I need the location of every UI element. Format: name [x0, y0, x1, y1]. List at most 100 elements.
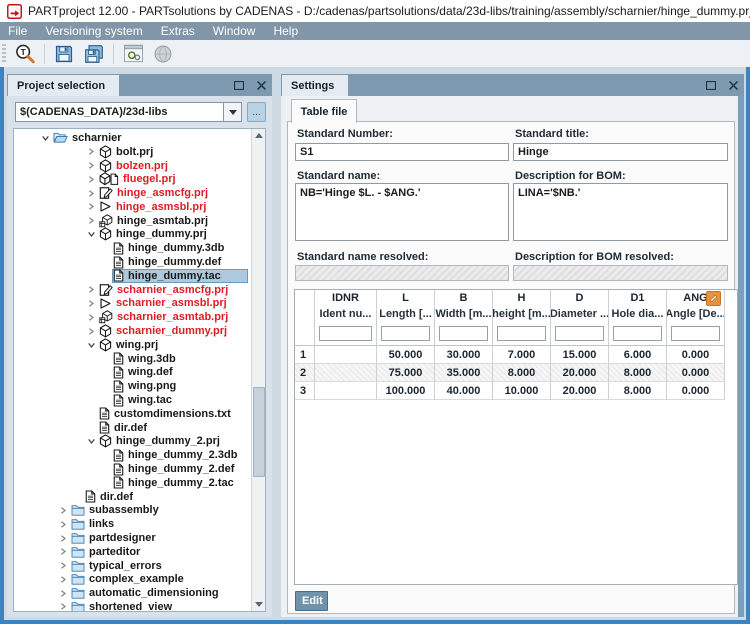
- table-cell[interactable]: 6.000: [609, 346, 667, 364]
- tree-item[interactable]: hinge_dummy_2.prj: [14, 434, 265, 449]
- tree-item[interactable]: dir.def: [14, 421, 265, 435]
- chevron-right-icon[interactable]: [84, 202, 98, 211]
- combo-dropdown-button[interactable]: [223, 103, 242, 121]
- tree-item[interactable]: scharnier_asmtab.prj: [14, 310, 265, 324]
- chevron-right-icon[interactable]: [56, 520, 70, 529]
- tree-scrollbar[interactable]: [251, 129, 265, 611]
- tree-item[interactable]: hinge_dummy.def: [14, 255, 265, 269]
- tree-item[interactable]: hinge_dummy.prj: [14, 227, 265, 242]
- chevron-down-icon[interactable]: [84, 230, 98, 238]
- chevron-right-icon[interactable]: [84, 327, 98, 336]
- filter-input-D[interactable]: [555, 326, 604, 341]
- table-cell[interactable]: 15.000: [551, 346, 609, 364]
- close-panel-icon[interactable]: [254, 78, 268, 92]
- table-cell[interactable]: 0.000: [667, 364, 725, 382]
- column-header-ANG[interactable]: ANG: [667, 290, 725, 306]
- table-row[interactable]: 2 75.000 35.000 8.000 20.000 8.000 0.000: [295, 364, 737, 382]
- tree-item[interactable]: hinge_asmtab.prj: [14, 213, 265, 228]
- tree-item[interactable]: scharnier_asmcfg.prj: [14, 283, 265, 297]
- scrollbar-thumb[interactable]: [253, 387, 265, 477]
- table-cell[interactable]: 75.000: [377, 364, 435, 382]
- tree-item[interactable]: bolzen.prj: [14, 158, 265, 173]
- menu-file[interactable]: File: [8, 24, 28, 38]
- tree-item[interactable]: wing.prj: [14, 338, 265, 352]
- table-cell[interactable]: 8.000: [609, 382, 667, 400]
- chevron-right-icon[interactable]: [56, 534, 70, 543]
- table-cell[interactable]: 7.000: [493, 346, 551, 364]
- table-cell[interactable]: 0.000: [667, 382, 725, 400]
- tree-item[interactable]: scharnier: [14, 131, 265, 145]
- chevron-down-icon[interactable]: [84, 341, 98, 349]
- project-path-combobox[interactable]: $(CADENAS_DATA)/23d-libs: [15, 102, 243, 122]
- table-cell[interactable]: 20.000: [551, 364, 609, 382]
- chevron-down-icon[interactable]: [38, 134, 52, 142]
- menu-window[interactable]: Window: [212, 24, 256, 38]
- column-header-H[interactable]: H: [493, 290, 551, 306]
- project-settings-icon[interactable]: [120, 42, 146, 66]
- undock-icon[interactable]: [232, 78, 246, 92]
- tree-item[interactable]: partdesigner: [14, 531, 265, 545]
- tree-item[interactable]: hinge_asmsbl.prj: [14, 200, 265, 214]
- scroll-up-icon[interactable]: [252, 129, 265, 142]
- tree-item[interactable]: links: [14, 517, 265, 531]
- tree-item[interactable]: wing.tac: [14, 393, 265, 407]
- filter-input-B[interactable]: [439, 326, 488, 341]
- column-header-D[interactable]: D: [551, 290, 609, 306]
- chevron-right-icon[interactable]: [84, 189, 98, 198]
- chevron-right-icon[interactable]: [84, 161, 98, 170]
- column-header-L[interactable]: L: [377, 290, 435, 306]
- undock-icon[interactable]: [704, 78, 718, 92]
- bom-description-field[interactable]: LINA='$NB.': [513, 183, 728, 241]
- chevron-right-icon[interactable]: [84, 175, 98, 184]
- save-icon[interactable]: [51, 42, 77, 66]
- chevron-right-icon[interactable]: [84, 147, 98, 156]
- chevron-down-icon[interactable]: [84, 437, 98, 445]
- tree-item[interactable]: wing.def: [14, 366, 265, 380]
- search-text-icon[interactable]: T: [12, 42, 38, 66]
- tree-item[interactable]: wing.3db: [14, 352, 265, 366]
- scroll-down-icon[interactable]: [252, 598, 265, 611]
- tree-item[interactable]: hinge_dummy_2.3db: [14, 448, 265, 462]
- tree-item[interactable]: scharnier_asmsbl.prj: [14, 297, 265, 311]
- tree-item[interactable]: hinge_dummy.tac: [14, 268, 265, 283]
- chevron-right-icon[interactable]: [56, 547, 70, 556]
- table-row[interactable]: 1 50.000 30.000 7.000 15.000 6.000 0.000: [295, 346, 737, 364]
- standard-title-field[interactable]: [513, 143, 728, 161]
- chevron-right-icon[interactable]: [56, 602, 70, 611]
- tree-item[interactable]: customdimensions.txt: [14, 407, 265, 421]
- tree-item[interactable]: hinge_dummy.3db: [14, 241, 265, 255]
- column-header-D1[interactable]: D1: [609, 290, 667, 306]
- chevron-right-icon[interactable]: [56, 561, 70, 570]
- tree-item[interactable]: wing.png: [14, 379, 265, 393]
- table-cell[interactable]: 40.000: [435, 382, 493, 400]
- tree-item[interactable]: parteditor: [14, 545, 265, 559]
- filter-input-IDNR[interactable]: [319, 326, 372, 341]
- tree-item[interactable]: shortened_view: [14, 600, 265, 611]
- table-cell[interactable]: 8.000: [609, 364, 667, 382]
- tree-item[interactable]: dir.def: [14, 490, 265, 504]
- tree-item[interactable]: hinge_dummy_2.def: [14, 462, 265, 476]
- chevron-right-icon[interactable]: [84, 313, 98, 322]
- filter-input-D1[interactable]: [613, 326, 662, 341]
- tree-item[interactable]: automatic_dimensioning: [14, 586, 265, 600]
- filter-input-ANG[interactable]: [671, 326, 720, 341]
- table-cell[interactable]: 10.000: [493, 382, 551, 400]
- filter-input-L[interactable]: [381, 326, 430, 341]
- table-cell[interactable]: [315, 382, 377, 400]
- table-cell[interactable]: [315, 364, 377, 382]
- table-cell[interactable]: 35.000: [435, 364, 493, 382]
- table-cell[interactable]: 8.000: [493, 364, 551, 382]
- settings-panel-scrollbar[interactable]: [738, 96, 744, 617]
- column-header-IDNR[interactable]: IDNR: [315, 290, 377, 306]
- tree-item[interactable]: hinge_dummy_2.tac: [14, 476, 265, 490]
- save-all-icon[interactable]: [81, 42, 107, 66]
- table-cell[interactable]: 50.000: [377, 346, 435, 364]
- tree-item[interactable]: hinge_asmcfg.prj: [14, 186, 265, 200]
- tree-item[interactable]: typical_errors: [14, 559, 265, 573]
- edit-button[interactable]: Edit: [295, 591, 328, 611]
- tree-item[interactable]: scharnier_dummy.prj: [14, 324, 265, 338]
- menu-extras[interactable]: Extras: [160, 24, 195, 38]
- browse-button[interactable]: ...: [247, 102, 266, 122]
- chevron-right-icon[interactable]: [56, 506, 70, 515]
- table-row[interactable]: 3 100.000 40.000 10.000 20.000 8.000 0.000: [295, 382, 737, 400]
